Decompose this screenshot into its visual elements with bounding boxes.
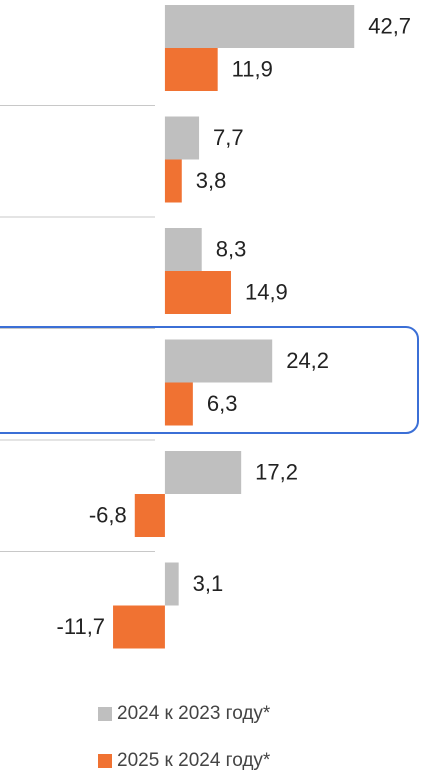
value-label: 6,3 bbox=[207, 391, 238, 416]
value-label: 3,8 bbox=[196, 168, 227, 193]
bar bbox=[164, 48, 218, 91]
bar bbox=[164, 562, 179, 606]
value-label: 3,1 bbox=[193, 571, 224, 596]
value-label: -11,7 bbox=[57, 614, 106, 639]
bar bbox=[164, 116, 200, 160]
bar bbox=[134, 494, 165, 537]
legend-swatch bbox=[98, 707, 112, 721]
value-label: 42,7 bbox=[368, 13, 411, 38]
legend-label: 2025 к 2024 году* bbox=[117, 750, 271, 771]
value-label: 8,3 bbox=[216, 236, 247, 261]
value-label: 14,9 bbox=[245, 279, 288, 304]
highlight-box bbox=[0, 326, 419, 434]
bar bbox=[164, 451, 242, 494]
legend-label: 2024 к 2023 году* bbox=[117, 703, 271, 724]
bar bbox=[164, 271, 231, 314]
bar bbox=[164, 159, 182, 203]
value-label: 17,2 bbox=[255, 459, 298, 484]
value-label: -6,8 bbox=[89, 502, 127, 527]
value-label: 7,7 bbox=[213, 125, 244, 150]
value-label: 24,2 bbox=[286, 348, 329, 373]
bar bbox=[113, 605, 165, 649]
bar bbox=[164, 382, 193, 426]
bar bbox=[164, 339, 273, 383]
legend-swatch bbox=[98, 754, 112, 768]
value-label: 11,9 bbox=[232, 56, 273, 81]
bar bbox=[164, 228, 202, 271]
bar bbox=[164, 5, 355, 48]
